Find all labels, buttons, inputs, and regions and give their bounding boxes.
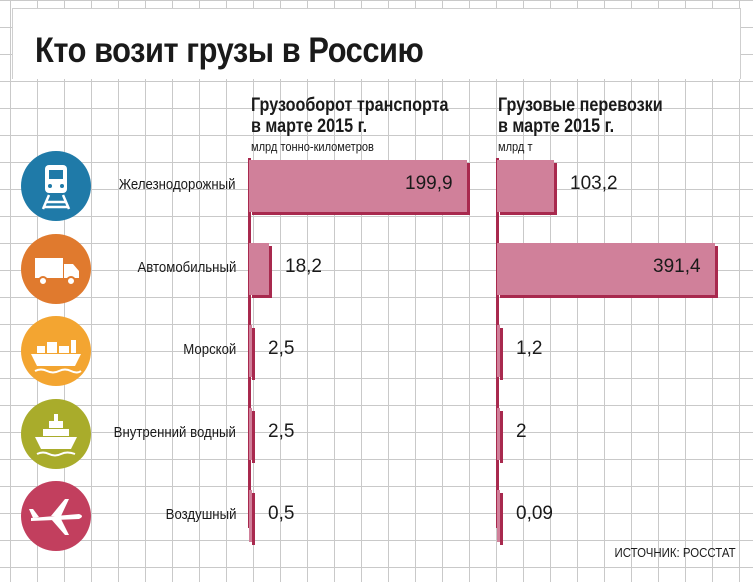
bar-turnover <box>249 325 252 377</box>
category-label: Железнодорожный <box>119 176 236 193</box>
value-label: 18,2 <box>285 256 322 277</box>
column-unit-transport: млрд т <box>498 139 533 154</box>
value-label: 2,5 <box>268 421 295 442</box>
bar-transport <box>497 325 500 377</box>
bar-transport <box>497 490 500 542</box>
value-label: 0,09 <box>516 503 553 524</box>
bar-transport <box>497 408 500 460</box>
bar-transport <box>497 160 554 212</box>
airplane-icon <box>21 481 91 551</box>
value-label: 103,2 <box>570 173 618 194</box>
column-title-transport: Грузовые перевозки в марте 2015 г. <box>498 95 663 137</box>
bar-turnover <box>249 160 467 212</box>
value-label: 199,9 <box>405 173 453 194</box>
value-label: 391,4 <box>653 256 701 277</box>
bar-turnover <box>249 408 252 460</box>
chart-title: Кто возит грузы в Россию <box>35 31 424 70</box>
truck-icon <box>21 234 91 304</box>
source-note: ИСТОЧНИК: РОССТАТ <box>614 545 736 560</box>
bar-turnover <box>249 243 269 295</box>
bar-transport <box>497 243 715 295</box>
value-label: 0,5 <box>268 503 295 524</box>
column-title-turnover: Грузооборот транспорта в марте 2015 г. <box>251 95 449 137</box>
bar-turnover <box>249 490 252 542</box>
category-label: Воздушный <box>165 506 236 523</box>
cargo-ship-icon <box>21 316 91 386</box>
column-header-transport: Грузовые перевозки в марте 2015 г. млрд … <box>498 95 692 154</box>
river-ship-icon <box>21 399 91 469</box>
value-label: 2 <box>516 421 527 442</box>
train-icon <box>21 151 91 221</box>
category-label: Автомобильный <box>137 259 236 276</box>
value-label: 2,5 <box>268 338 295 359</box>
column-unit-turnover: млрд тонно-километров <box>251 139 374 154</box>
title-box: Кто возит грузы в Россию <box>12 8 741 79</box>
value-label: 1,2 <box>516 338 543 359</box>
column-header-turnover: Грузооборот транспорта в марте 2015 г. м… <box>251 95 483 154</box>
category-label: Морской <box>182 341 236 358</box>
category-label: Внутренний водный <box>113 424 236 441</box>
